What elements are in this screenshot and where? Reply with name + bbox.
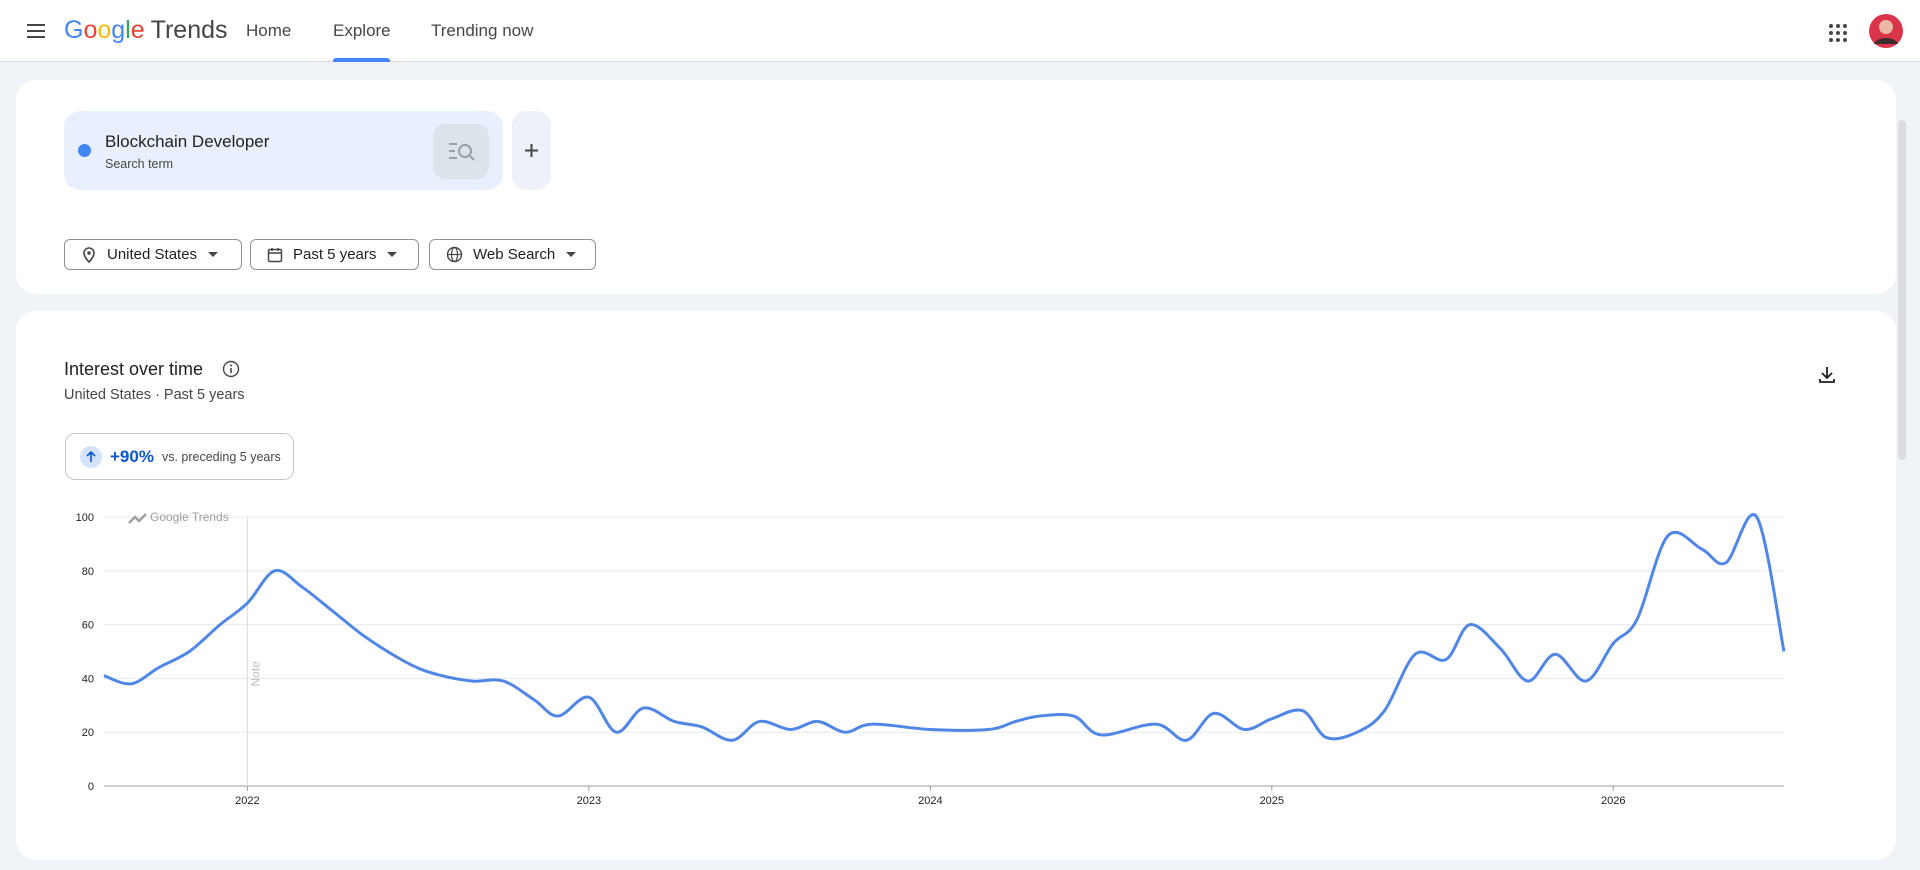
caret xyxy=(566,251,577,257)
plus-icon xyxy=(525,144,538,157)
x-tick-label: 2024 xyxy=(918,795,942,807)
nav-explore[interactable]: Explore xyxy=(333,21,391,40)
caret xyxy=(208,251,219,257)
tab-indicator xyxy=(333,58,390,62)
change-value: +90% xyxy=(110,446,154,466)
scrollbar[interactable] xyxy=(1898,120,1906,460)
add-term[interactable] xyxy=(512,111,551,190)
info-icon[interactable] xyxy=(222,360,240,378)
search-card: Blockchain Developer Search term xyxy=(16,80,1896,294)
pin-icon xyxy=(83,246,95,263)
globe-icon xyxy=(446,246,463,263)
y-tick-label: 40 xyxy=(82,673,94,685)
location-filter[interactable]: United States xyxy=(64,239,242,270)
up-arrow xyxy=(80,445,102,468)
chart-subtitle: United States · Past 5 years xyxy=(64,387,245,403)
y-tick-label: 80 xyxy=(82,566,94,578)
change-text: vs. preceding 5 years xyxy=(161,449,281,464)
google-logo: Google xyxy=(64,16,145,44)
x-tick-label: 2022 xyxy=(235,795,259,807)
change-badge: +90% vs. preceding 5 years xyxy=(65,433,294,480)
search-term: Blockchain Developer xyxy=(105,132,270,151)
filter-label: Past 5 years xyxy=(293,246,377,263)
nav-trending[interactable]: Trending now xyxy=(431,21,534,40)
caret xyxy=(387,251,398,257)
chart-title: Interest over time xyxy=(64,359,204,379)
apps-icon[interactable] xyxy=(1826,21,1850,45)
x-tick-label: 2026 xyxy=(1601,795,1625,807)
x-tick-label: 2025 xyxy=(1260,795,1284,807)
x-tick-label: 2023 xyxy=(577,795,601,807)
watermark-icon xyxy=(128,513,147,524)
note-label: Note xyxy=(248,661,262,687)
property-filter[interactable]: Web Search xyxy=(429,239,596,270)
series-dot xyxy=(78,144,91,157)
watermark: Google Trends xyxy=(150,510,229,524)
y-tick-label: 20 xyxy=(82,727,94,739)
top-bar: Google Trends Home Explore Trending now xyxy=(0,0,1920,62)
calendar-icon xyxy=(267,247,283,262)
download-icon[interactable] xyxy=(1817,365,1837,385)
search-icon xyxy=(449,143,475,161)
search-chip[interactable]: Blockchain Developer Search term xyxy=(64,111,503,190)
logo[interactable]: Google Trends xyxy=(64,16,228,45)
chart-card: Interest over time United States · Past … xyxy=(16,311,1896,860)
nav-home[interactable]: Home xyxy=(246,21,292,40)
y-tick-label: 60 xyxy=(82,620,94,632)
avatar[interactable] xyxy=(1869,14,1903,48)
y-tick-label: 100 xyxy=(76,512,94,524)
series-line xyxy=(103,513,1786,742)
y-tick-label: 0 xyxy=(88,781,94,793)
search-kind: Search term xyxy=(105,157,174,171)
filter-label: Web Search xyxy=(473,246,556,263)
time-filter[interactable]: Past 5 years xyxy=(250,239,419,270)
product-name: Trends xyxy=(150,16,228,44)
chart: 0 20 40 60 80 100 2022 2023 2024 2025 2026 Note Goog… xyxy=(76,510,1786,807)
filter-label: United States xyxy=(107,246,198,263)
menu-icon[interactable] xyxy=(24,19,48,43)
search-button[interactable] xyxy=(433,124,489,179)
